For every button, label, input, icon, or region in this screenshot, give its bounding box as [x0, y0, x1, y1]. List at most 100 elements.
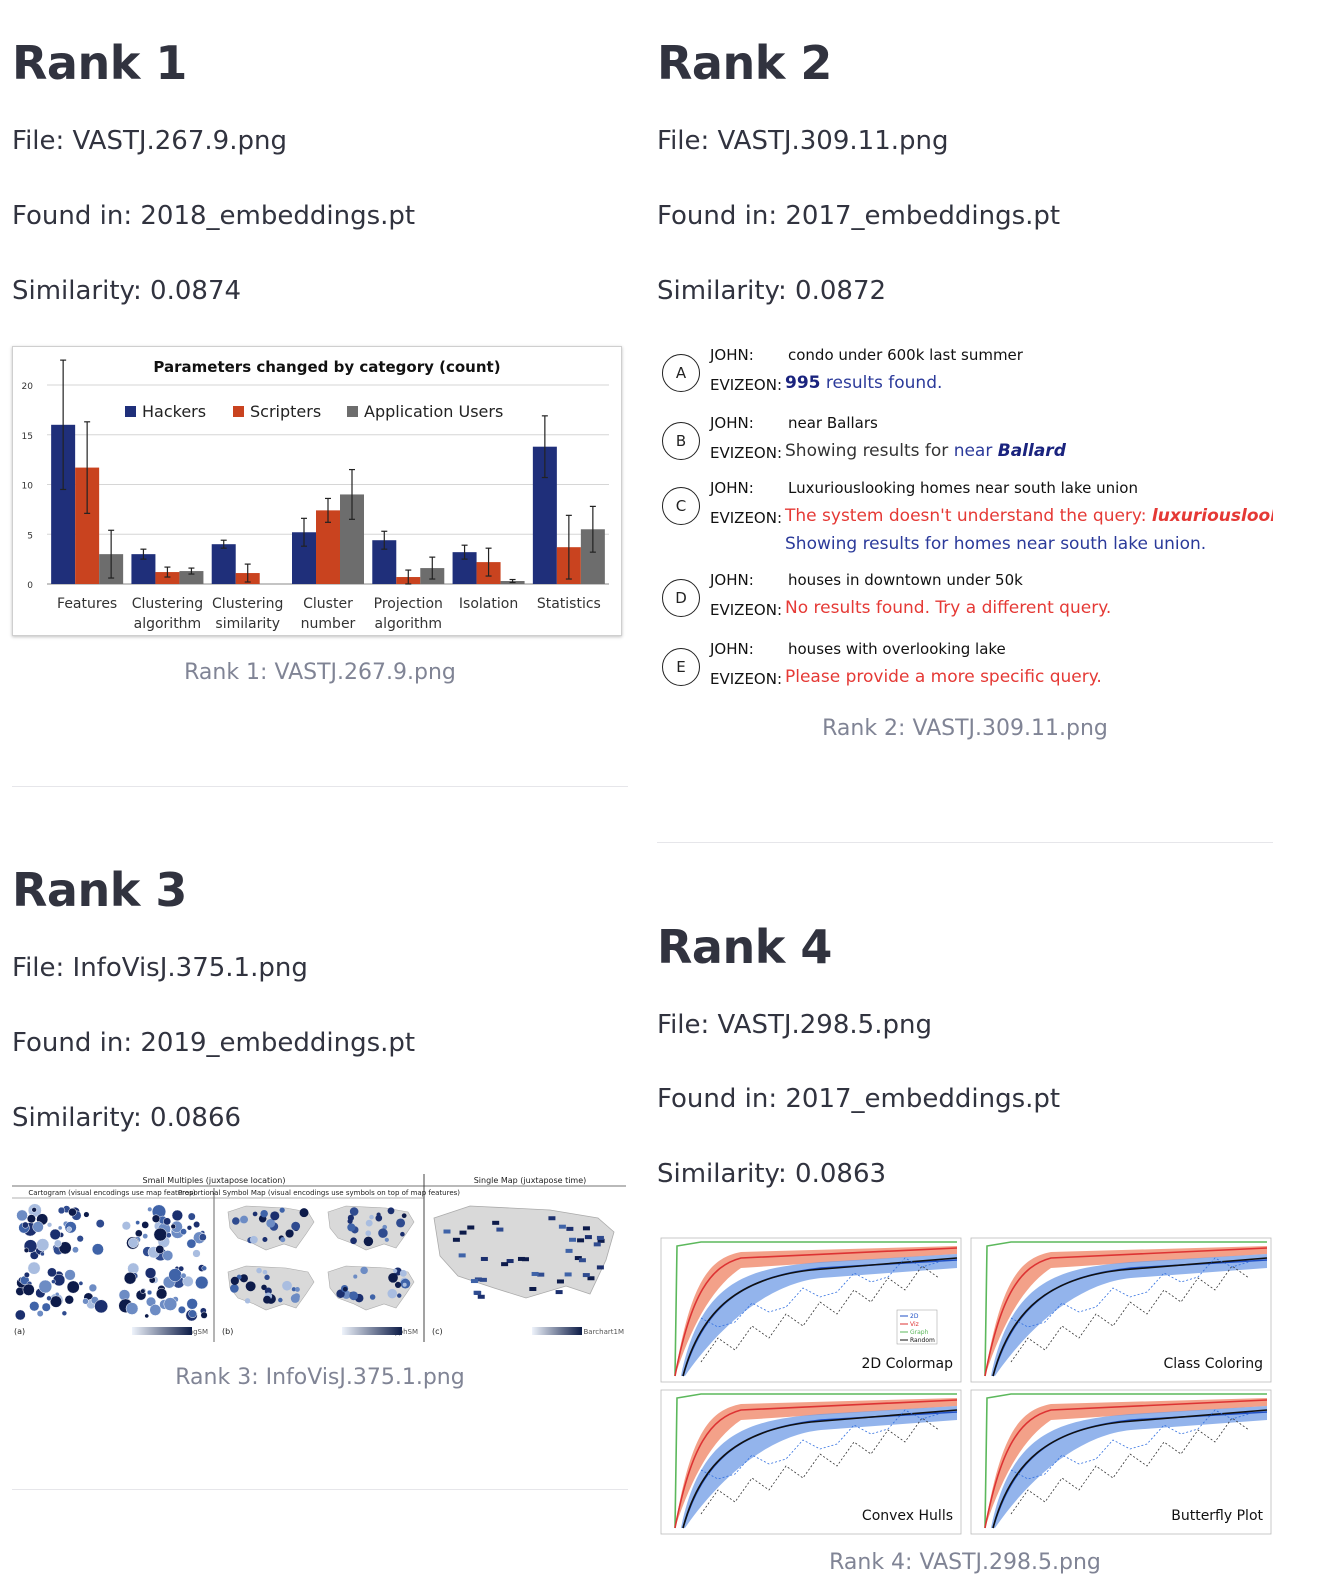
symbol-circle: [280, 1237, 286, 1243]
curve-green: [984, 1393, 1267, 1529]
bar-glyph: [458, 1253, 466, 1258]
symbol-circle: [279, 1207, 285, 1213]
cartogram-circle: [149, 1304, 162, 1316]
cartogram-circle: [168, 1268, 182, 1282]
similarity-score: Similarity: 0.0874: [12, 276, 242, 306]
symbol-circle: [262, 1269, 268, 1275]
curve-dashed-blue: [700, 1257, 940, 1328]
panel-tag-b: (b): [222, 1327, 233, 1336]
curve-dashed-black: [700, 1265, 940, 1363]
panel-label: Butterfly Plot: [1171, 1508, 1263, 1524]
cartogram-circle: [36, 1310, 44, 1317]
symbol-circle: [270, 1211, 280, 1221]
curve-dashed-black: [1010, 1265, 1250, 1363]
cartogram-circle: [14, 1309, 26, 1321]
cartogram-circle: [178, 1265, 185, 1272]
cartogram-circle: [95, 1219, 105, 1229]
cartogram-circle: [147, 1206, 153, 1212]
symbol-circle: [349, 1207, 359, 1216]
bar-glyph: [555, 1290, 563, 1295]
bar: [155, 572, 180, 584]
symbol-circle: [376, 1212, 381, 1217]
response-segment: near: [953, 441, 998, 461]
symbol-circle: [266, 1218, 276, 1228]
bar: [51, 424, 76, 584]
example-letter-circle: C: [662, 487, 700, 525]
bar-glyph: [565, 1248, 573, 1253]
cartogram-circle: [26, 1214, 36, 1224]
color-scale-legend: [532, 1327, 582, 1335]
chart-title: Parameters changed by category (count): [153, 358, 500, 376]
response-segment: Showing results for: [785, 441, 954, 461]
speaker-label-system: EVIZEON:: [710, 376, 782, 394]
result-image-map-comparison[interactable]: Small Multiples (juxtapose location) Sin…: [12, 1172, 626, 1342]
panel-label: Class Coloring: [1164, 1356, 1263, 1372]
divider: [657, 842, 1273, 843]
chart-legend: Hackers Scripters Application Users: [125, 402, 503, 421]
system-response: Showing results for near Ballard: [785, 441, 1066, 461]
cartogram-circle: [140, 1288, 146, 1294]
x-tick-label: Clustering: [212, 596, 283, 612]
symbol-circle: [387, 1207, 395, 1215]
curve-red: [674, 1247, 958, 1377]
bar-glyph: [596, 1265, 604, 1270]
cartogram-circle: [46, 1222, 53, 1228]
symbol-circle: [260, 1209, 268, 1218]
system-response: Please provide a more specific query.: [785, 667, 1102, 687]
speaker-label-user: JOHN:: [710, 479, 754, 497]
cartogram-circle: [23, 1247, 30, 1253]
symbol-circle: [349, 1291, 359, 1301]
cartogram-circle: [47, 1267, 57, 1278]
y-tick-label: 20: [22, 382, 34, 392]
symbol-circle: [290, 1294, 300, 1303]
symbol-circle: [384, 1237, 389, 1242]
curve-green: [674, 1393, 957, 1529]
cartogram-circle: [180, 1228, 187, 1236]
us-map-shape: [433, 1205, 615, 1299]
x-tick-label: Isolation: [459, 596, 518, 612]
bar-glyph: [577, 1238, 585, 1243]
cartogram-circle: [49, 1228, 61, 1241]
cartogram-circle: [58, 1241, 72, 1255]
cartogram-circle: [78, 1280, 84, 1286]
cartogram-circle: [64, 1269, 76, 1281]
cartogram-circle: [22, 1283, 35, 1296]
cartogram-circle: [141, 1221, 150, 1229]
symbol-circle: [347, 1218, 353, 1224]
speaker-label-system: EVIZEON:: [710, 670, 782, 688]
cartogram-circle: [144, 1267, 157, 1279]
symbol-circle: [285, 1229, 294, 1238]
result-image-dialog-examples[interactable]: A JOHN: condo under 600k last summer EVIZEO…: [657, 340, 1273, 700]
cartogram-circle: [121, 1221, 131, 1231]
symbol-circle: [347, 1223, 356, 1232]
bar-glyph: [582, 1226, 590, 1231]
bar-glyph: [574, 1256, 582, 1261]
bar-glyph: [470, 1279, 478, 1284]
legend-label: Hackers: [142, 402, 206, 421]
curve-black: [992, 1409, 1268, 1529]
cartogram-circle: [153, 1227, 168, 1242]
panel-title-proportional-symbol: Proportional Symbol Map (visual encoding…: [178, 1189, 460, 1197]
found-in: Found in: 2019_embeddings.pt: [12, 1028, 416, 1058]
response-segment: Please provide a more specific query.: [785, 667, 1102, 687]
image-caption: Rank 4: VASTJ.298.5.png: [829, 1550, 1101, 1575]
result-image-bar-chart[interactable]: Parameters changed by category (count) 0…: [12, 346, 622, 636]
cartogram-circle: [155, 1245, 165, 1254]
cartogram-circle: [200, 1311, 208, 1319]
cartogram-circle: [32, 1221, 44, 1233]
cartogram-circle: [49, 1295, 63, 1308]
x-tick-label: Statistics: [537, 596, 601, 612]
image-caption: Rank 3: InfoVisJ.375.1.png: [175, 1365, 465, 1390]
result-card-rank-3: Rank 3 File: InfoVisJ.375.1.png Found in…: [12, 800, 628, 1500]
bar-glyph: [501, 1262, 509, 1267]
file-name: File: InfoVisJ.375.1.png: [12, 953, 308, 983]
cartogram-circle: [192, 1249, 201, 1258]
dialog-example-d: D JOHN: houses in downtown under 50k EVIZEO…: [657, 565, 1273, 625]
symbol-circle: [291, 1287, 296, 1292]
symbol-circle: [393, 1268, 398, 1274]
symbol-circle: [378, 1228, 388, 1238]
speaker-label-user: JOHN:: [710, 640, 754, 658]
result-image-learning-curves[interactable]: 2D Colormap 2D Viz Graph Random Class Colorin…: [657, 1234, 1273, 1540]
similarity-score: Similarity: 0.0866: [12, 1103, 242, 1133]
bar-glyph: [596, 1235, 604, 1240]
